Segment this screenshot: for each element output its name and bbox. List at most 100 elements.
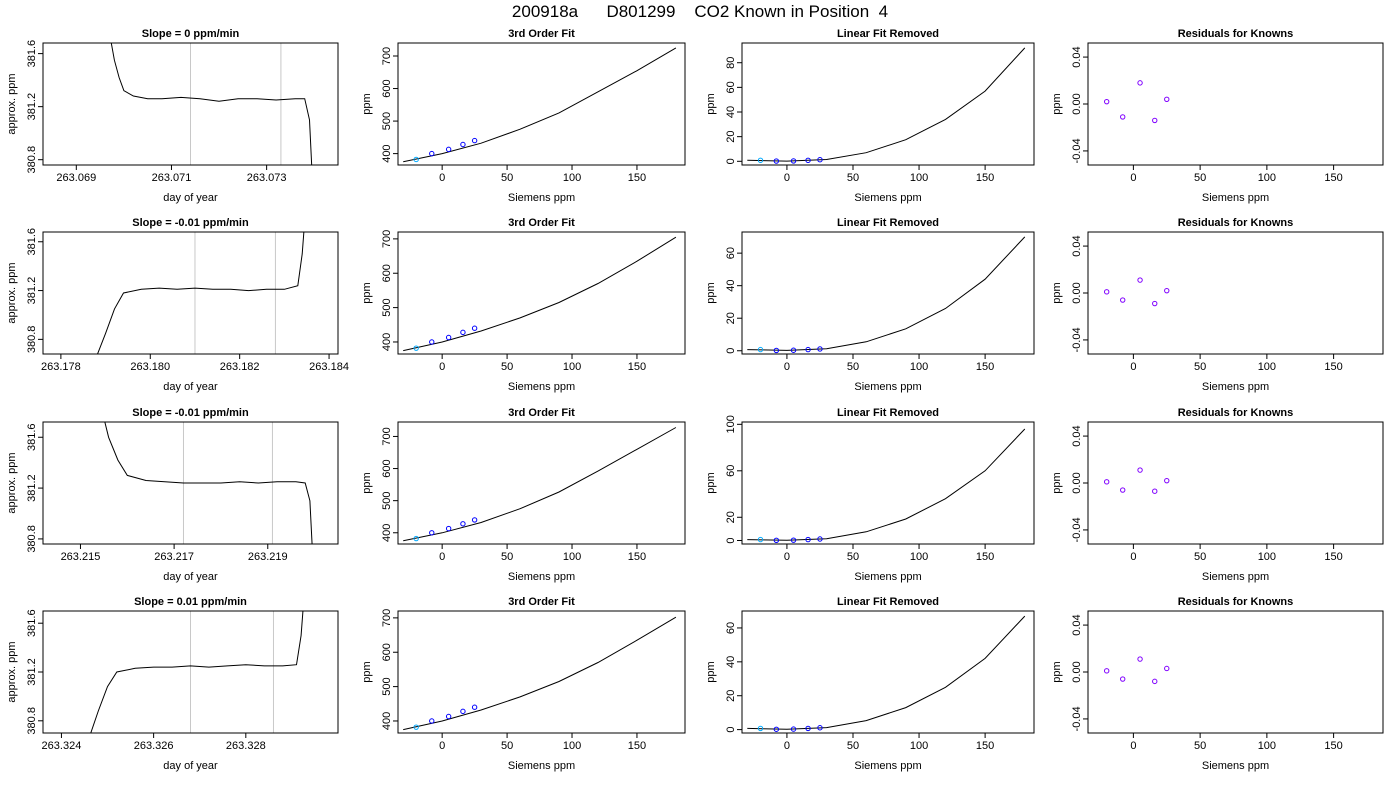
y-tick-label: -0.04 [1071, 138, 1083, 163]
x-tick-label: 100 [563, 551, 581, 563]
y-tick-label: 0 [725, 348, 737, 354]
panel-title: Linear Fit Removed [837, 407, 939, 419]
y-tick-label: 600 [381, 643, 393, 661]
y-axis-label: approx. ppm [6, 641, 18, 702]
y-tick-label: 0.00 [1071, 472, 1083, 493]
plot-frame [397, 231, 686, 355]
x-axis-label: day of year [163, 760, 218, 772]
data-point [805, 536, 811, 543]
x-axis-label: Siemens ppm [854, 192, 921, 204]
panel-title: Linear Fit Removed [837, 217, 939, 229]
data-point [757, 725, 764, 732]
x-tick-label: 50 [501, 172, 513, 184]
data-point [757, 157, 764, 164]
y-tick-label: 20 [725, 511, 737, 523]
y-tick-label: 380.8 [26, 525, 38, 553]
x-tick-label: 100 [563, 361, 581, 373]
y-axis-label: approx. ppm [6, 262, 18, 323]
panel-title: Linear Fit Removed [837, 596, 939, 608]
y-tick-label: 381.6 [26, 423, 38, 451]
x-tick-label: 100 [563, 740, 581, 752]
x-tick-label: 150 [628, 172, 646, 184]
y-tick-label: 40 [725, 280, 737, 292]
series-line [747, 428, 1026, 541]
y-tick-label: 0.04 [1071, 425, 1083, 446]
panel-r4-c3: Linear Fit Removed 0 50 100 150 0 20 40 60 Siemen… [705, 596, 1035, 772]
series-line [96, 232, 305, 354]
data-point [413, 535, 419, 542]
data-point [790, 347, 797, 353]
x-tick-label: 100 [563, 172, 581, 184]
panel-title: 3rd Order Fit [508, 217, 575, 229]
x-tick-label: 0 [439, 740, 445, 752]
plot-area [403, 616, 677, 731]
plot-area [747, 615, 1026, 732]
y-tick-label: 700 [381, 609, 393, 627]
x-tick-label: 50 [1194, 361, 1206, 373]
panel-r2-c1: Slope = -0.01 ppm/min 263.178 263.180 263.1… [6, 217, 349, 393]
panel-r3-c2: 3rd Order Fit 0 50 100 150 400 500 600 700 Siemen… [361, 407, 686, 583]
data-point [1120, 297, 1126, 303]
data-point [1103, 479, 1110, 485]
y-tick-label: 60 [725, 81, 737, 93]
y-tick-label: 0 [725, 158, 737, 164]
x-axis-label: Siemens ppm [854, 571, 921, 583]
data-point [445, 525, 452, 532]
data-point [790, 726, 797, 732]
x-tick-label: 150 [1324, 740, 1342, 752]
plot-frame [741, 231, 1035, 355]
x-tick-label: 50 [847, 361, 859, 373]
data-point [757, 346, 764, 353]
x-tick-label: 263.180 [130, 361, 170, 373]
plot-frame [397, 42, 686, 166]
x-tick-label: 263.069 [56, 172, 96, 184]
panel-title: Residuals for Knowns [1178, 407, 1294, 419]
data-point [1103, 289, 1110, 295]
data-point [460, 708, 466, 715]
data-point [471, 137, 478, 144]
x-tick-label: 150 [976, 172, 994, 184]
panel-r1-c1: Slope = 0 ppm/min 263.069 263.071 263.073 38… [6, 28, 339, 204]
plot-frame [397, 421, 686, 545]
y-tick-label: 0.04 [1071, 235, 1083, 256]
x-tick-label: 50 [847, 551, 859, 563]
x-tick-label: 50 [1194, 740, 1206, 752]
data-point [805, 157, 811, 164]
data-point [429, 530, 435, 536]
x-axis-label: Siemens ppm [508, 381, 575, 393]
x-tick-label: 263.071 [152, 172, 192, 184]
y-tick-label: 0 [725, 537, 737, 543]
y-tick-label: 380.8 [26, 146, 38, 174]
y-tick-label: 60 [725, 247, 737, 259]
x-tick-label: 263.217 [154, 551, 194, 563]
data-point [1120, 487, 1126, 493]
y-tick-label: 600 [381, 459, 393, 477]
x-tick-label: 150 [976, 740, 994, 752]
x-tick-label: 50 [1194, 551, 1206, 563]
series-line [403, 47, 677, 163]
x-tick-label: 0 [784, 172, 790, 184]
plot-frame [1087, 421, 1384, 545]
series-line [403, 427, 677, 542]
panel-r1-c4: Residuals for Knowns 0 50 100 150 -0.04 0.00 0.… [1051, 28, 1384, 204]
y-tick-label: 381.6 [26, 40, 38, 68]
series-line [403, 236, 677, 352]
panel-title: Linear Fit Removed [837, 28, 939, 40]
plot-area [403, 47, 677, 163]
x-tick-label: 0 [784, 551, 790, 563]
data-point [1164, 287, 1170, 294]
panel-title: Slope = 0.01 ppm/min [134, 596, 247, 608]
x-tick-label: 150 [628, 740, 646, 752]
x-tick-label: 263.178 [41, 361, 81, 373]
series-line [747, 47, 1026, 162]
x-tick-label: 50 [501, 551, 513, 563]
y-axis-label: ppm [1051, 93, 1063, 114]
x-axis-label: Siemens ppm [1202, 760, 1269, 772]
panel-r3-c4: Residuals for Knowns 0 50 100 150 -0.04 0.00 0.… [1051, 407, 1384, 583]
x-tick-label: 0 [1130, 551, 1136, 563]
plot-frame [42, 231, 339, 355]
y-axis-label: ppm [1051, 661, 1063, 682]
x-tick-label: 150 [976, 551, 994, 563]
series-line [104, 422, 313, 544]
panel-title: Slope = -0.01 ppm/min [132, 217, 249, 229]
